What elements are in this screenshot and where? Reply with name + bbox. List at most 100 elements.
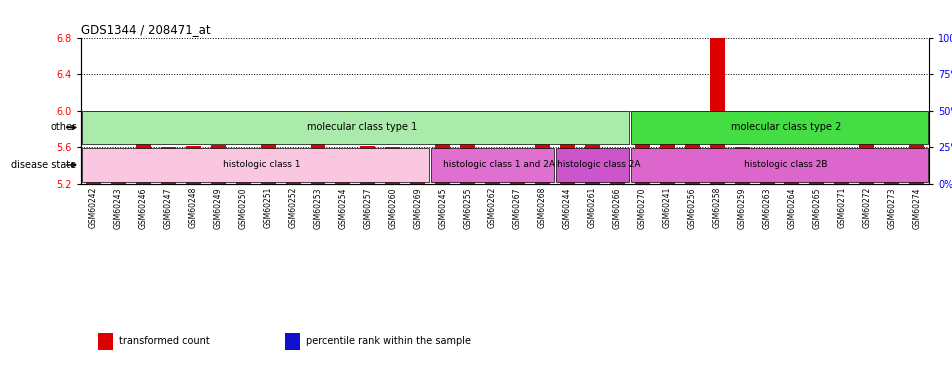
Bar (98, 333, 113, 350)
Bar (86, 149, 101, 184)
Bar (684, 150, 699, 152)
Text: disease state: disease state (11, 160, 76, 170)
Text: GSM60265: GSM60265 (811, 187, 821, 229)
Bar (659, 144, 674, 184)
Text: GSM60256: GSM60256 (687, 187, 696, 229)
Bar (235, 150, 250, 184)
Bar (286, 151, 300, 153)
Text: GDS1344 / 208471_at: GDS1344 / 208471_at (81, 23, 210, 36)
Bar (335, 149, 350, 184)
Text: GSM60261: GSM60261 (587, 187, 596, 228)
Text: GSM60260: GSM60260 (387, 187, 397, 229)
Bar (883, 151, 899, 184)
Text: GSM60248: GSM60248 (188, 187, 198, 228)
Text: histologic class 2B: histologic class 2B (744, 160, 826, 169)
Bar (634, 150, 649, 152)
Bar (585, 146, 599, 184)
Text: GSM60244: GSM60244 (563, 187, 571, 229)
Text: GSM60259: GSM60259 (737, 187, 745, 229)
Bar (556, 148, 628, 182)
Text: GSM60241: GSM60241 (662, 187, 671, 228)
Text: molecular class type 2: molecular class type 2 (730, 122, 840, 132)
Bar (709, 38, 724, 184)
Bar (161, 147, 175, 184)
Bar (560, 134, 574, 184)
Bar (285, 333, 300, 350)
Bar (534, 151, 549, 153)
Bar (310, 140, 326, 184)
Bar (460, 150, 475, 152)
Bar (310, 150, 326, 152)
Bar (335, 151, 350, 153)
Bar (86, 151, 101, 153)
Bar (360, 150, 375, 152)
Text: GSM60273: GSM60273 (886, 187, 895, 229)
Bar (734, 147, 749, 184)
Text: GSM60254: GSM60254 (338, 187, 347, 229)
Text: GSM60249: GSM60249 (213, 187, 223, 229)
Bar (110, 173, 126, 175)
Bar (808, 151, 823, 153)
Bar (734, 150, 749, 152)
Bar (360, 146, 375, 184)
Bar (286, 149, 300, 184)
Text: GSM60257: GSM60257 (363, 187, 372, 229)
Text: GSM60247: GSM60247 (164, 187, 172, 229)
Bar (260, 134, 275, 184)
Text: GSM60267: GSM60267 (512, 187, 522, 229)
Bar (260, 150, 275, 152)
Bar (186, 150, 201, 152)
Bar (509, 150, 525, 184)
Text: GSM60262: GSM60262 (487, 187, 497, 228)
Text: GSM60246: GSM60246 (139, 187, 148, 229)
Bar (783, 151, 799, 153)
Text: GSM60245: GSM60245 (438, 187, 446, 229)
Bar (235, 150, 250, 152)
Bar (609, 152, 625, 154)
Text: GSM60242: GSM60242 (89, 187, 98, 228)
Bar (684, 125, 699, 184)
Bar (410, 151, 425, 153)
Bar (659, 150, 674, 152)
Bar (534, 141, 549, 184)
Bar (210, 150, 226, 152)
Bar (759, 177, 774, 184)
Bar (834, 151, 848, 153)
Bar (186, 146, 201, 184)
Text: GSM60268: GSM60268 (538, 187, 546, 228)
Bar (783, 149, 799, 184)
Text: GSM60266: GSM60266 (612, 187, 622, 229)
Text: percentile rank within the sample: percentile rank within the sample (306, 336, 470, 346)
Text: molecular class type 1: molecular class type 1 (307, 122, 416, 132)
Text: other: other (50, 123, 76, 132)
Bar (385, 147, 400, 184)
Bar (859, 138, 873, 184)
Bar (630, 111, 927, 144)
Bar (82, 148, 428, 182)
Bar (136, 150, 150, 152)
Bar (431, 148, 553, 182)
Text: GSM60243: GSM60243 (114, 187, 123, 229)
Text: GSM60269: GSM60269 (413, 187, 422, 229)
Bar (136, 123, 150, 184)
Text: GSM60251: GSM60251 (264, 187, 272, 228)
Bar (485, 151, 500, 153)
Bar (630, 148, 927, 182)
Bar (759, 174, 774, 176)
Text: transformed count: transformed count (119, 336, 209, 346)
Text: GSM60252: GSM60252 (288, 187, 297, 228)
Bar (709, 150, 724, 152)
Bar (82, 111, 628, 144)
Text: histologic class 1 and 2A: histologic class 1 and 2A (443, 160, 554, 169)
Bar (634, 111, 649, 184)
Bar (908, 150, 923, 152)
Text: GSM60258: GSM60258 (712, 187, 721, 228)
Bar (435, 150, 449, 152)
Text: GSM60270: GSM60270 (637, 187, 646, 229)
Bar (410, 150, 425, 184)
Text: GSM60272: GSM60272 (862, 187, 870, 228)
Bar (834, 150, 848, 184)
Text: histologic class 2A: histologic class 2A (556, 160, 640, 169)
Bar (485, 152, 500, 184)
Bar (435, 138, 449, 184)
